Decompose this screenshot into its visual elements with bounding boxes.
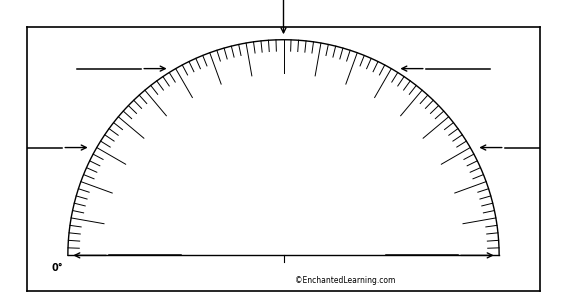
Text: 0°: 0°: [51, 263, 63, 273]
Text: ©EnchantedLearning.com: ©EnchantedLearning.com: [295, 276, 395, 284]
